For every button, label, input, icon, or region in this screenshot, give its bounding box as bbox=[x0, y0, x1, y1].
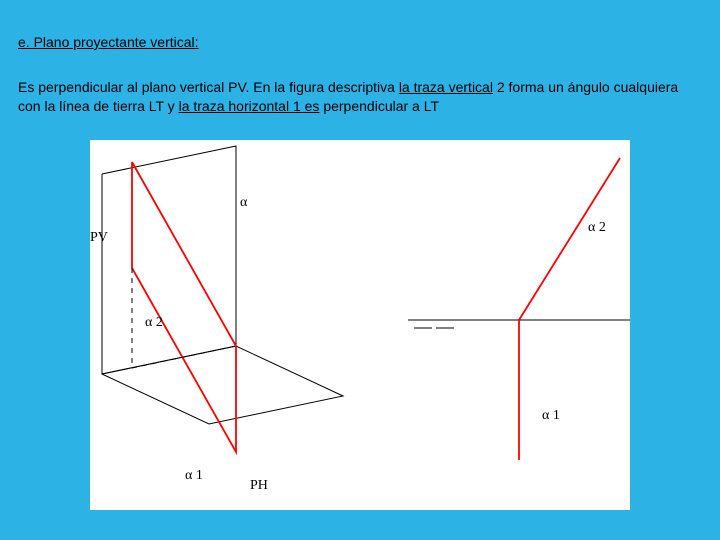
section-heading: e. Plano proyectante vertical: bbox=[18, 34, 199, 50]
para-seg-1: la traza vertical bbox=[399, 79, 493, 95]
label-ph: PH bbox=[250, 478, 268, 494]
label-alpha2-left: α 2 bbox=[145, 315, 163, 331]
label-alpha2-right: α 2 bbox=[588, 220, 606, 236]
page-root: e. Plano proyectante vertical: Es perpen… bbox=[0, 0, 720, 540]
diagram-svg bbox=[90, 140, 630, 510]
label-alpha1-left: α 1 bbox=[185, 468, 203, 484]
label-alpha: α bbox=[240, 195, 247, 211]
figure-container: PV α 2 α α 1 PH α 2 α 1 bbox=[90, 140, 630, 510]
description-paragraph: Es perpendicular al plano vertical PV. E… bbox=[18, 78, 702, 116]
label-pv: PV bbox=[90, 230, 108, 246]
label-alpha1-right: α 1 bbox=[542, 408, 560, 424]
para-seg-4: perpendicular a LT bbox=[319, 98, 439, 114]
para-seg-3: la traza horizontal 1 es bbox=[179, 98, 320, 114]
para-seg-0: Es perpendicular al plano vertical PV. E… bbox=[18, 79, 399, 95]
